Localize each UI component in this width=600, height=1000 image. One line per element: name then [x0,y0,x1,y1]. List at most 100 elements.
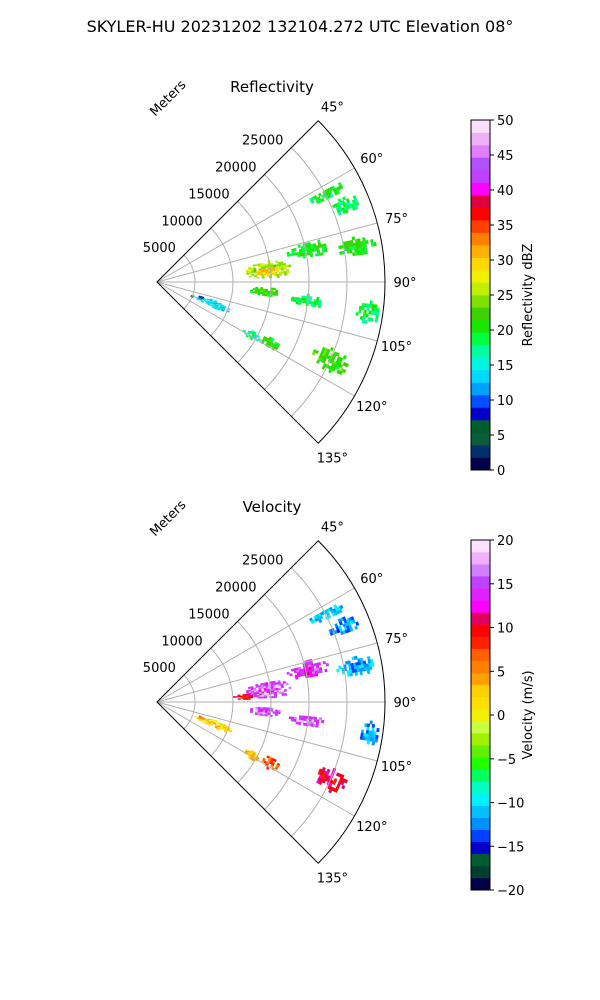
colorbar-swatch [471,781,490,794]
colorbar-tick-label: 20 [497,534,514,549]
colorbar-swatch [471,552,490,565]
echo-cell [336,655,375,677]
azimuth-tick-label: 75° [385,212,408,227]
azimuth-tick-label: 120° [356,820,387,835]
colorbar-swatch [471,576,490,589]
echo-cell [309,181,344,205]
echo-cell [232,693,254,701]
azimuth-tick-label: 45° [321,521,344,536]
range-tick-label: 5000 [143,661,176,676]
colorbar-swatch [471,612,490,625]
echo-cell [309,604,344,625]
echo-cell [331,195,360,216]
colorbar-tick-label: 0 [497,709,505,724]
colorbar-tick-label: 20 [497,324,514,339]
colorbar-swatch [471,332,490,346]
azimuth-tick-label: 60° [360,152,383,167]
colorbar-tick-label: 5 [497,429,505,444]
polar-frame [156,540,386,864]
colorbar: 0 5 10 15 20 25 30 35 40 45 50 Reflectivity dBZ [470,114,536,479]
reflectivity-panel: Reflectivity 45°60°75°90°105°120°135°500… [143,78,536,479]
range-tick-label: 20000 [215,581,256,596]
echo-cell [249,286,279,298]
echo-cell [255,266,279,276]
colorbar-swatch [471,370,490,383]
colorbar-swatch [471,307,490,321]
azimuth-tick-label: 135° [317,451,348,466]
colorbar-swatch [471,207,490,221]
colorbar-swatch [471,588,490,601]
colorbar-swatch [471,345,490,358]
colorbar-swatch [471,648,490,661]
colorbar-swatch [471,157,490,171]
azimuth-tick-label: 60° [360,572,383,587]
azimuth-spoke [156,222,378,283]
colorbar-swatch [471,457,490,471]
azimuth-tick-label: 105° [381,340,412,355]
colorbar-tick-label: 35 [497,219,514,234]
azimuth-spoke [156,281,355,397]
colorbar-tick-label: 45 [497,149,514,164]
radial-axis-label: Meters [147,498,189,540]
colorbar-swatch [471,696,490,710]
colorbar-swatch [471,195,490,208]
echo-cell [286,658,330,680]
colorbar-swatch [471,757,490,770]
range-tick-label: 10000 [161,214,202,229]
echo-layer [194,604,380,794]
echo-cell [316,766,348,794]
azimuth-tick-label: 105° [381,760,412,775]
colorbar-swatch [471,672,490,686]
azimuth-spoke [156,701,355,817]
echo-layer [190,181,380,376]
colorbar: −20 −15 −10 −5 0 5 10 15 20 Velocity (m/s) [470,534,536,899]
colorbar-tick-label: 5 [497,665,505,680]
polar-frame [156,120,386,444]
colorbar-tick-label: −5 [497,753,516,768]
echo-cell [338,236,377,257]
colorbar-swatch [471,145,490,158]
radial-axis-label: Meters [147,78,189,120]
colorbar-tick-label: −15 [497,840,524,855]
colorbar-swatch [471,445,490,458]
colorbar-swatch [471,270,490,283]
echo-cell [198,295,205,300]
colorbar-tick-label: 50 [497,114,514,129]
colorbar-label: Reflectivity dBZ [521,244,536,347]
panel-title: Velocity [243,498,302,516]
colorbar-swatch [471,660,490,674]
colorbar-swatch [471,805,490,818]
azimuth-spoke [156,167,355,283]
colorbar-swatch [471,382,490,396]
sector-frame [156,540,386,864]
colorbar-tick-label: −10 [497,797,524,812]
colorbar-label: Velocity (m/s) [521,670,536,759]
colorbar-swatch [471,708,490,722]
echo-cell [260,335,281,351]
azimuth-spoke [156,701,378,762]
echo-cell [328,616,360,636]
colorbar-swatch [471,684,490,698]
colorbar-swatch [471,170,490,183]
colorbar-swatch [471,841,490,855]
range-tick-label: 5000 [143,241,176,256]
colorbar-swatch [471,395,490,408]
colorbar-swatch [471,120,490,133]
echo-cell [288,715,325,728]
colorbar-tick-label: −20 [497,884,524,899]
echo-cell [198,715,207,720]
colorbar-swatch [471,564,490,577]
velocity-panel: Velocity 45°60°75°90°105°120°135°5000100… [143,498,536,899]
colorbar-swatch [471,793,490,806]
range-tick-label: 25000 [242,134,283,149]
colorbar-swatch [471,295,490,308]
colorbar-swatch [471,624,490,637]
figure-title: SKYLER-HU 20231202 132104.272 UTC Elevat… [87,17,514,36]
range-tick-label: 25000 [242,554,283,569]
azimuth-tick-label: 90° [393,276,416,291]
echo-cell [249,706,281,718]
echo-cell [194,715,233,733]
azimuth-spoke [156,281,378,342]
azimuth-spoke [156,587,355,703]
